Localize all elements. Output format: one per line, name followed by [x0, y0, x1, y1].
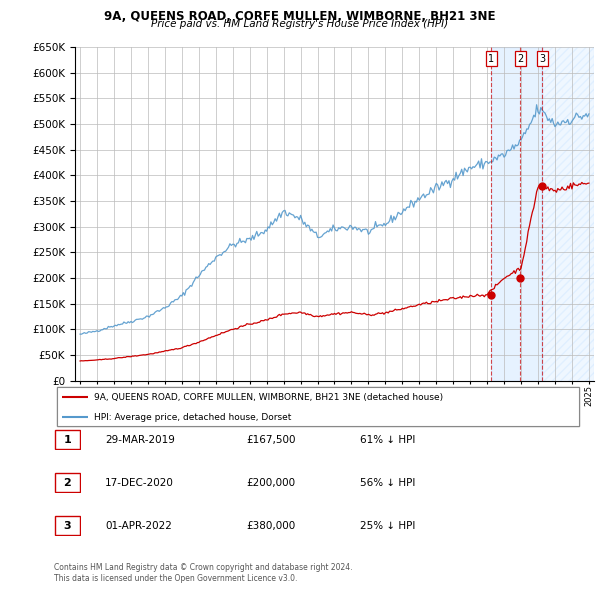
Text: Contains HM Land Registry data © Crown copyright and database right 2024.
This d: Contains HM Land Registry data © Crown c… [54, 563, 353, 583]
Text: Price paid vs. HM Land Registry's House Price Index (HPI): Price paid vs. HM Land Registry's House … [151, 19, 449, 30]
FancyBboxPatch shape [56, 387, 580, 426]
Text: 2: 2 [517, 54, 524, 64]
FancyBboxPatch shape [55, 430, 80, 449]
Text: 1: 1 [488, 54, 494, 64]
Text: HPI: Average price, detached house, Dorset: HPI: Average price, detached house, Dors… [94, 412, 291, 422]
Bar [542, 47, 594, 381]
Text: 9A, QUEENS ROAD, CORFE MULLEN, WIMBORNE, BH21 3NE (detached house): 9A, QUEENS ROAD, CORFE MULLEN, WIMBORNE,… [94, 393, 443, 402]
Text: 3: 3 [64, 521, 71, 530]
Text: 56% ↓ HPI: 56% ↓ HPI [360, 478, 415, 487]
Text: £380,000: £380,000 [246, 521, 295, 530]
Text: 3: 3 [539, 54, 545, 64]
FancyBboxPatch shape [56, 387, 580, 426]
FancyBboxPatch shape [56, 387, 580, 426]
Text: 01-APR-2022: 01-APR-2022 [105, 521, 172, 530]
FancyBboxPatch shape [55, 516, 80, 535]
Text: £167,500: £167,500 [246, 435, 296, 444]
Text: £200,000: £200,000 [246, 478, 295, 487]
Text: 25% ↓ HPI: 25% ↓ HPI [360, 521, 415, 530]
Bar [491, 47, 542, 381]
Text: 61% ↓ HPI: 61% ↓ HPI [360, 435, 415, 444]
FancyBboxPatch shape [56, 387, 580, 426]
Text: 9A, QUEENS ROAD, CORFE MULLEN, WIMBORNE, BH21 3NE: 9A, QUEENS ROAD, CORFE MULLEN, WIMBORNE,… [104, 10, 496, 23]
Text: 1: 1 [64, 435, 71, 444]
Text: 29-MAR-2019: 29-MAR-2019 [105, 435, 175, 444]
FancyBboxPatch shape [55, 473, 80, 492]
Text: 17-DEC-2020: 17-DEC-2020 [105, 478, 174, 487]
Text: 2: 2 [64, 478, 71, 487]
